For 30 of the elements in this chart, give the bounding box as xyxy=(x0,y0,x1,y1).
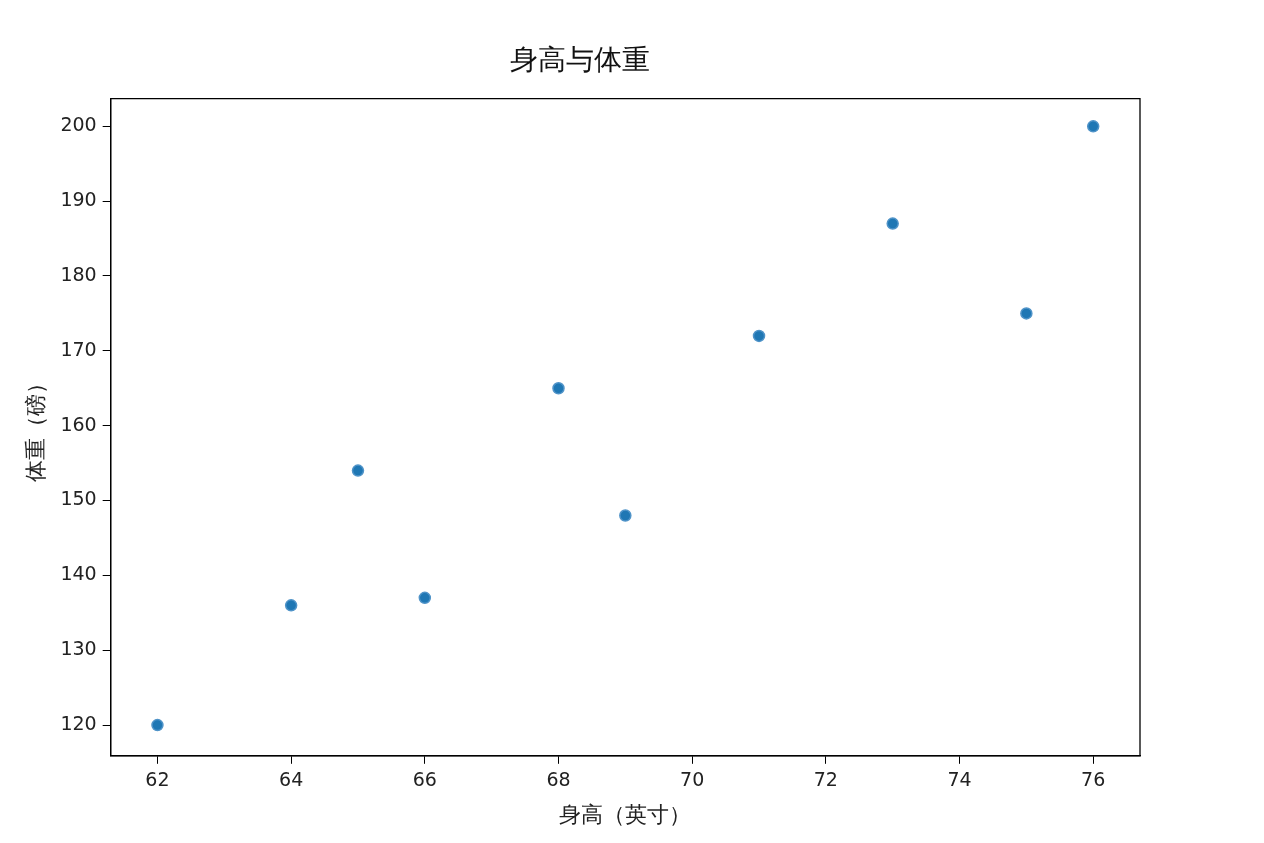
point xyxy=(552,382,565,395)
y-tick-label: 120 xyxy=(60,712,97,735)
point xyxy=(619,509,632,522)
x-tick-label: 68 xyxy=(546,768,571,791)
y-tick-label: 150 xyxy=(60,487,97,510)
x-tick-label: 74 xyxy=(947,768,972,791)
point xyxy=(1020,307,1033,320)
point xyxy=(284,599,298,612)
x-tick-label: 64 xyxy=(279,768,304,791)
y-axis-title: 体重（磅） xyxy=(22,372,48,483)
y-tick-label: 170 xyxy=(60,337,97,360)
point xyxy=(886,217,899,230)
point xyxy=(418,591,432,605)
x-axis-title: 身高（英寸） xyxy=(559,801,692,827)
x-tick-label: 72 xyxy=(813,768,838,791)
chart-title: 身高与体重 xyxy=(510,43,650,77)
y-tick-label: 160 xyxy=(60,412,97,435)
point xyxy=(752,329,766,343)
x-tick-label: 76 xyxy=(1081,768,1106,791)
x-tick-label: 66 xyxy=(412,768,437,791)
point xyxy=(1086,120,1100,133)
point xyxy=(151,718,164,732)
point xyxy=(351,464,365,477)
x-tick-label: 62 xyxy=(145,768,170,791)
y-tick-label: 140 xyxy=(60,562,97,585)
y-tick-label: 180 xyxy=(60,262,97,285)
y-tick-label: 190 xyxy=(60,188,97,211)
y-tick-label: 200 xyxy=(60,113,97,136)
y-tick-label: 130 xyxy=(60,637,97,660)
x-tick-label: 70 xyxy=(680,768,705,791)
